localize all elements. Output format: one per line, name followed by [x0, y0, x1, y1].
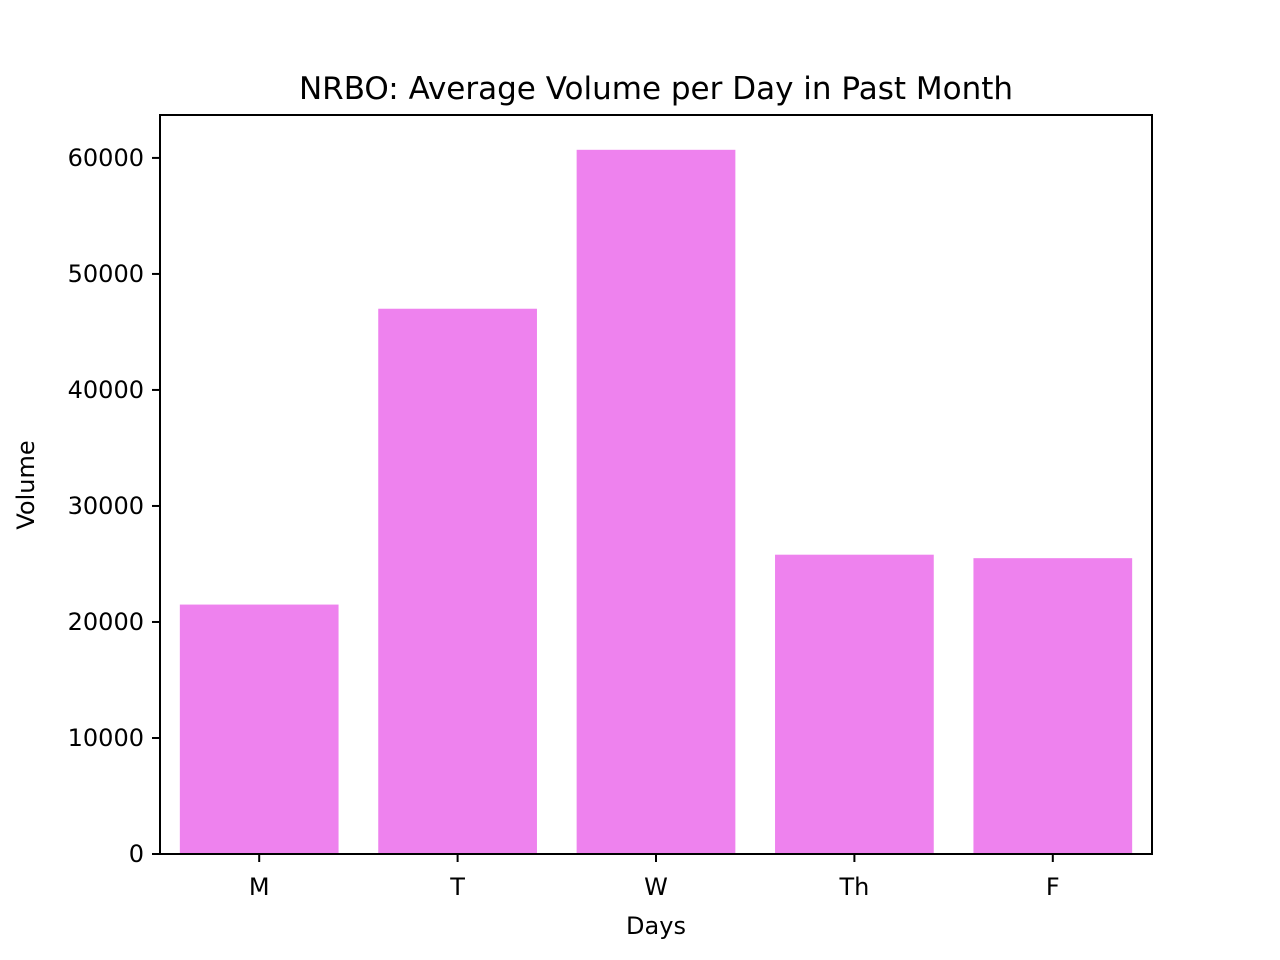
- x-axis-ticks: M T W Th F: [249, 854, 1060, 901]
- bar-m: [179, 604, 339, 854]
- y-tick-label: 50000: [68, 260, 144, 288]
- x-tick-label: F: [1046, 873, 1060, 901]
- y-tick-label: 0: [129, 840, 144, 868]
- bar-th: [775, 554, 934, 854]
- y-tick-label: 30000: [68, 492, 144, 520]
- x-tick-label: W: [644, 873, 668, 901]
- bar-f: [973, 558, 1133, 854]
- bars-group: [179, 149, 1133, 855]
- plot-frame: [159, 114, 1153, 855]
- x-axis-label: Days: [626, 912, 686, 940]
- y-tick-label: 10000: [68, 724, 144, 752]
- bar-w: [576, 149, 736, 855]
- chart-title: NRBO: Average Volume per Day in Past Mon…: [299, 71, 1013, 107]
- y-axis-ticks: 0 10000 20000 30000 40000 50000 60000: [68, 144, 160, 868]
- bar-t: [378, 308, 537, 854]
- x-tick-label: T: [449, 873, 465, 901]
- y-axis-label: Volume: [12, 440, 40, 529]
- x-tick-label: M: [249, 873, 270, 901]
- x-tick-label: Th: [838, 873, 869, 901]
- y-tick-label: 20000: [68, 608, 144, 636]
- y-tick-label: 60000: [68, 144, 144, 172]
- y-tick-label: 40000: [68, 376, 144, 404]
